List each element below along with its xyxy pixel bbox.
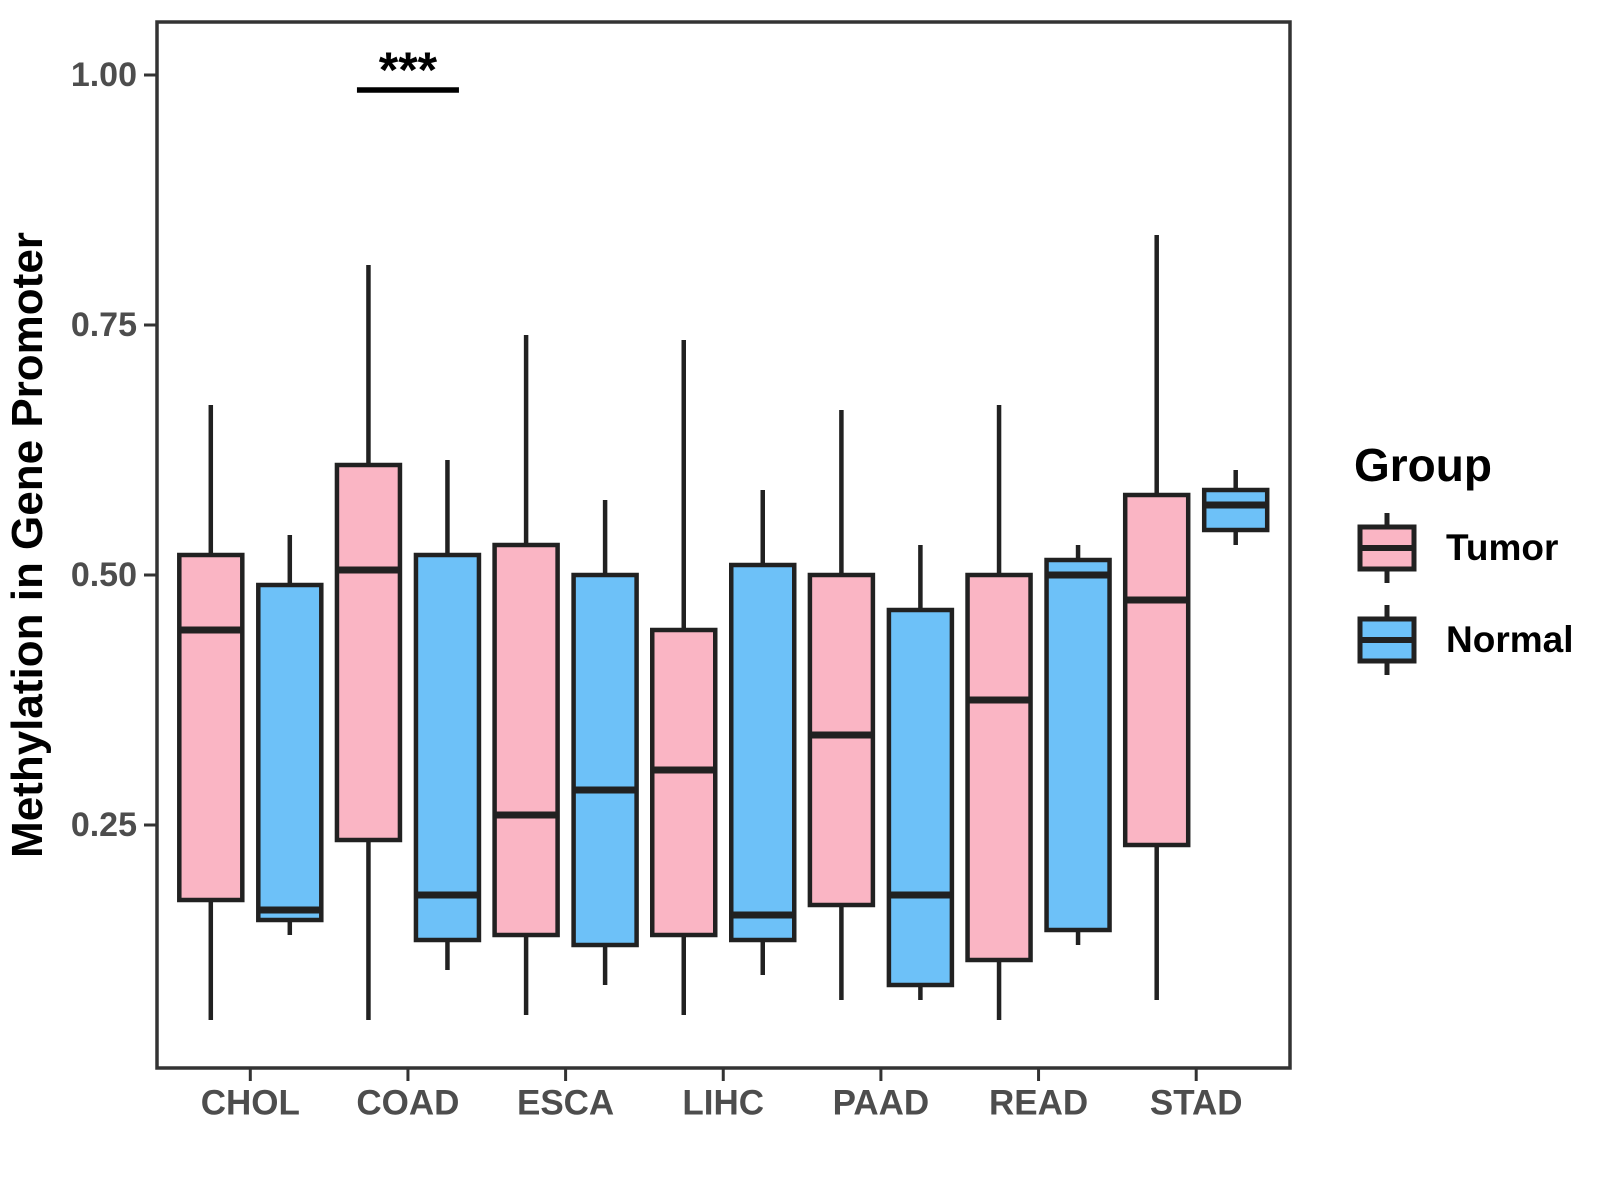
boxplot-read-normal	[1044, 545, 1112, 945]
x-tick-label-stad: STAD	[1150, 1084, 1243, 1123]
boxplot-esca-normal	[571, 500, 639, 985]
y-tick-label: 0.25	[71, 806, 137, 844]
boxplot-chol-normal	[256, 535, 324, 935]
legend-entry-normal: Normal	[1354, 602, 1590, 678]
box	[807, 572, 876, 908]
boxplot-esca-tumor	[492, 335, 560, 1015]
x-tick-label-chol: CHOL	[201, 1084, 300, 1123]
box	[177, 552, 245, 903]
boxplot-stad-tumor	[1122, 235, 1191, 1000]
significance-stars: ***	[379, 42, 438, 98]
boxplot-coad-tumor	[334, 265, 403, 1020]
boxplot-stad-normal	[1201, 470, 1270, 545]
boxplot-coad-normal	[413, 460, 482, 970]
boxplot-lihc-tumor	[650, 340, 718, 1015]
x-tick-label-lihc: LIHC	[682, 1084, 764, 1123]
y-tick-label: 0.50	[71, 556, 137, 594]
box	[1201, 487, 1270, 533]
y-tick-label: 1.00	[71, 56, 137, 94]
box	[1122, 492, 1191, 848]
boxplot-lihc-normal	[729, 490, 797, 975]
x-tick-label-paad: PAAD	[833, 1084, 930, 1123]
x-tick-label-esca: ESCA	[517, 1084, 614, 1123]
boxplot-paad-normal	[886, 545, 955, 1000]
y-axis-title: Methylation in Gene Promoter	[3, 232, 52, 858]
box	[571, 572, 639, 948]
box	[965, 572, 1033, 963]
plot-border	[155, 20, 1292, 1070]
x-tick-label-coad: COAD	[356, 1084, 459, 1123]
box	[413, 552, 482, 943]
box	[334, 462, 403, 843]
plot-area: 1.00 0.75 0.50 0.25 CHOL COAD ESCA LIHC PAAD READ…	[71, 20, 1292, 1123]
legend-title: Group	[1354, 439, 1492, 491]
legend-entries: Tumor Normal	[1340, 510, 1590, 678]
boxplot-read-tumor	[965, 405, 1033, 1020]
y-tick-label: 0.75	[71, 306, 137, 344]
legend-label: Tumor	[1446, 527, 1559, 568]
legend-label: Normal	[1446, 619, 1574, 660]
boxplot-chol-tumor	[177, 405, 245, 1020]
legend-entry-tumor: Tumor	[1354, 510, 1590, 586]
box	[729, 562, 797, 943]
legend: Group Tumor Normal	[1340, 438, 1590, 694]
legend-key-tumor-icon	[1357, 513, 1417, 583]
box	[1044, 557, 1112, 933]
box	[650, 627, 718, 938]
legend-key-normal-icon	[1357, 605, 1417, 675]
significance-coad: ***	[356, 42, 459, 98]
x-tick-label-read: READ	[989, 1084, 1088, 1123]
boxplot-paad-tumor	[807, 410, 876, 1000]
box	[256, 582, 324, 923]
box	[492, 542, 560, 938]
box	[886, 607, 955, 988]
